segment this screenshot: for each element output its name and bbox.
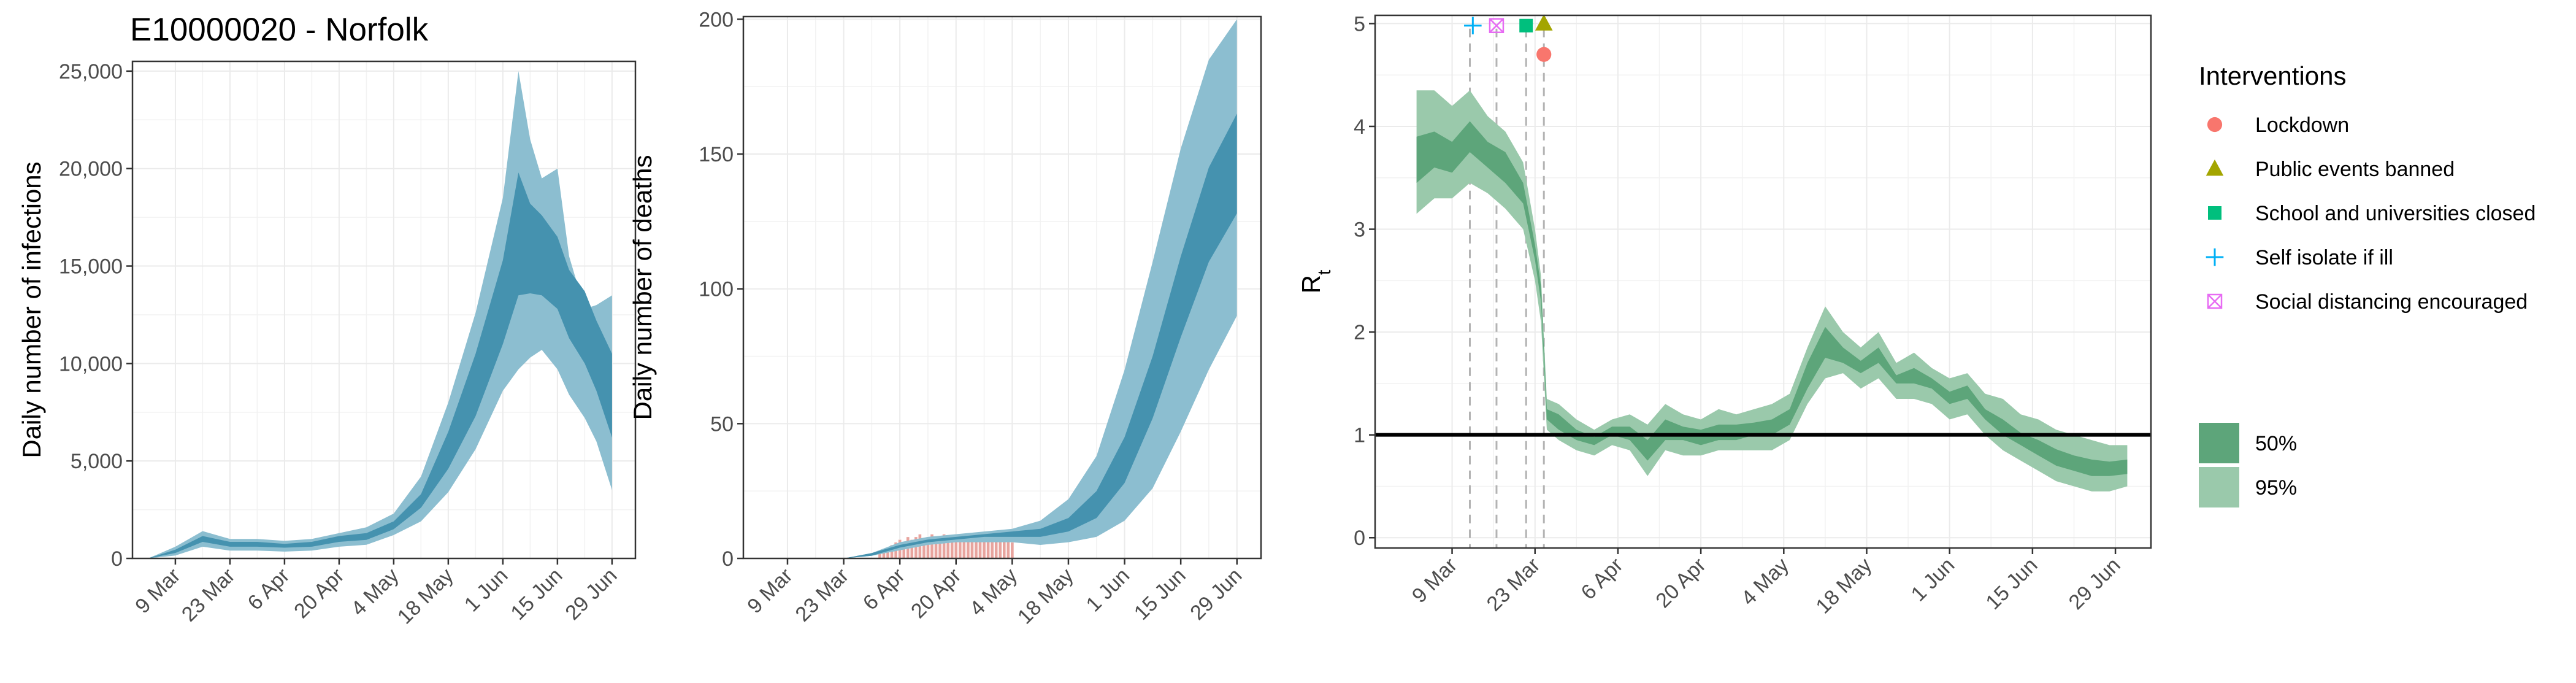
observed-deaths-bar (1006, 539, 1010, 559)
y-tick-label: 2 (1354, 321, 1365, 344)
legend-label: Self isolate if ill (2255, 246, 2393, 269)
y-tick-label: 3 (1354, 218, 1365, 242)
legend-key-self-isolate-if-ill (2206, 248, 2224, 266)
credible-band-95 (759, 19, 1237, 558)
y-tick-label: 50 (710, 412, 734, 436)
y-axis-title-text: R (1297, 275, 1325, 293)
legend-key-school-and-universities-closed (2208, 206, 2221, 220)
legend-band-50 (2199, 423, 2239, 463)
panel-border (1374, 14, 2152, 549)
intervention-marker (1535, 14, 1553, 31)
intervention-marker (1464, 17, 1482, 35)
observed-deaths-bar (986, 539, 991, 559)
y-axis-title: Daily number of infections (17, 161, 46, 458)
y-axis-title-text: Daily number of deaths (628, 155, 657, 420)
plot-title: E10000020 - Norfolk (130, 12, 429, 48)
y-tick-label: 5,000 (71, 450, 123, 473)
observed-deaths-bar (994, 539, 999, 559)
y-axis-title-subscript: t (1314, 269, 1335, 275)
y-tick-label: 1 (1354, 424, 1365, 447)
legend-key-lockdown (2207, 117, 2223, 133)
intervention-marker (1519, 18, 1533, 33)
y-tick-label: 0 (1354, 527, 1365, 550)
y-tick-label: 4 (1354, 115, 1365, 139)
y-tick-label: 5 (1354, 12, 1365, 36)
observed-deaths-bar (974, 539, 978, 559)
observed-deaths-bar (958, 539, 962, 559)
intervention-marker (1489, 18, 1505, 34)
y-tick-label: 25,000 (59, 60, 123, 83)
observed-deaths-bar (1002, 539, 1006, 559)
panel-border (131, 60, 637, 560)
y-axis-title: Rt (1297, 269, 1335, 293)
observed-deaths-bar (1010, 542, 1014, 559)
y-tick-label: 200 (699, 8, 734, 31)
y-tick-label: 100 (699, 278, 734, 301)
legend-label: Social distancing encouraged (2255, 290, 2528, 314)
legend-label: Lockdown (2255, 114, 2349, 137)
legend: Interventions Lockdown Public events bann… (2199, 61, 2536, 507)
legend-label: Public events banned (2255, 158, 2455, 181)
intervention-marker (1536, 47, 1552, 62)
y-tick-label: 0 (111, 547, 123, 571)
credible-band-95 (148, 71, 612, 558)
y-axis-title-text: Daily number of infections (17, 161, 46, 458)
credible-band-95 (1416, 90, 2128, 492)
y-axis-title: Daily number of deaths (628, 155, 657, 420)
y-tick-label: 10,000 (59, 352, 123, 376)
legend-band-95 (2199, 467, 2239, 507)
y-tick-label: 150 (699, 143, 734, 166)
legend-band-label: 95% (2255, 476, 2297, 500)
legend-key-social-distancing-encouraged (2207, 293, 2223, 309)
y-tick-label: 20,000 (59, 158, 123, 181)
legend-band-label: 50% (2255, 432, 2297, 455)
legend-key-public-events-banned (2206, 159, 2224, 176)
legend-title: Interventions (2199, 61, 2346, 90)
y-tick-label: 0 (722, 547, 734, 571)
panel-border (742, 15, 1262, 560)
credible-band-50 (1416, 121, 2128, 476)
legend-label: School and universities closed (2255, 202, 2536, 225)
y-tick-label: 15,000 (59, 255, 123, 279)
